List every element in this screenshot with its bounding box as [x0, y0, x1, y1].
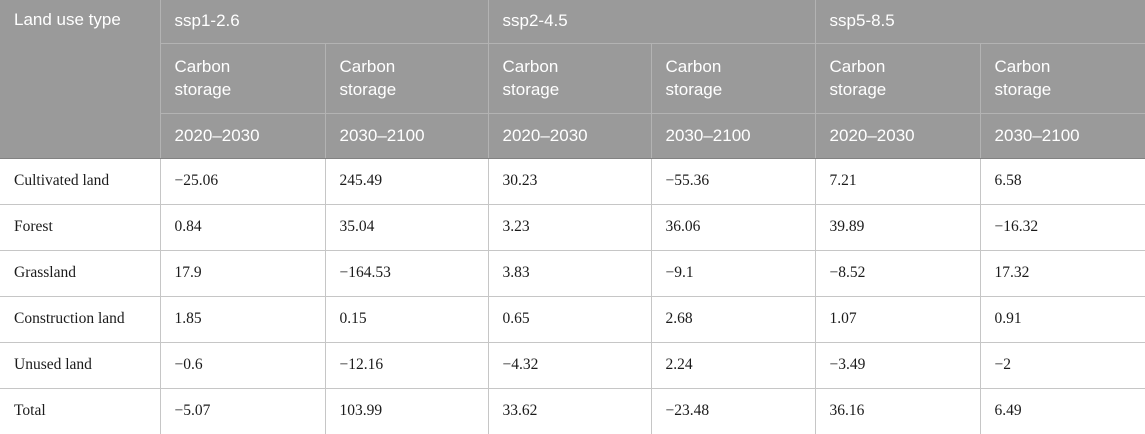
measure-header: Carbon storage [159, 42, 325, 113]
measure-header: Carbon storage [324, 42, 489, 113]
row-label: Forest [0, 203, 160, 250]
data-cell: 39.89 [814, 203, 981, 250]
data-cell: −25.06 [159, 157, 325, 204]
data-cell: −55.36 [650, 157, 816, 204]
table-header: Land use type ssp1-2.6 ssp2-4.5 ssp5-8.5… [0, 0, 1145, 159]
table-body: Cultivated land −25.06 245.49 30.23 −55.… [0, 157, 1145, 434]
data-cell: −12.16 [324, 341, 489, 388]
data-cell: 2.24 [650, 341, 816, 388]
data-cell: −3.49 [814, 341, 981, 388]
scenario-header-ssp1-2-6: ssp1-2.6 [159, 0, 489, 43]
measure-header-label: Carbon storage [994, 57, 1052, 99]
data-cell: 1.07 [814, 295, 981, 342]
table-row-grassland: Grassland 17.9 −164.53 3.83 −9.1 −8.52 1… [0, 249, 1145, 296]
measure-header-label: Carbon storage [829, 57, 887, 99]
table-row-total: Total −5.07 103.99 33.62 −23.48 36.16 6.… [0, 387, 1145, 434]
data-cell: 0.15 [324, 295, 489, 342]
measure-header-row: Carbon storage Carbon storage Carbon sto… [0, 42, 1145, 113]
table-row-cultivated-land: Cultivated land −25.06 245.49 30.23 −55.… [0, 157, 1145, 204]
data-cell: 33.62 [487, 387, 652, 434]
data-cell: 36.16 [814, 387, 981, 434]
data-cell: 7.21 [814, 157, 981, 204]
period-header-2030-2100: 2030–2100 [979, 112, 1145, 159]
row-label: Total [0, 387, 160, 434]
period-header-row: 2020–2030 2030–2100 2020–2030 2030–2100 … [0, 112, 1145, 159]
data-cell: −8.52 [814, 249, 981, 296]
scenario-header-row: Land use type ssp1-2.6 ssp2-4.5 ssp5-8.5 [0, 0, 1145, 159]
row-label: Grassland [0, 249, 160, 296]
scenario-header-ssp2-4-5: ssp2-4.5 [487, 0, 816, 43]
row-label: Unused land [0, 341, 160, 388]
period-header-2030-2100: 2030–2100 [324, 112, 489, 159]
data-cell: −2 [979, 341, 1145, 388]
corner-header-land-use-type: Land use type [0, 0, 160, 159]
measure-header: Carbon storage [487, 42, 652, 113]
table-row-construction-land: Construction land 1.85 0.15 0.65 2.68 1.… [0, 295, 1145, 342]
data-cell: 2.68 [650, 295, 816, 342]
data-cell: 35.04 [324, 203, 489, 250]
measure-header: Carbon storage [814, 42, 981, 113]
period-header-2020-2030: 2020–2030 [487, 112, 652, 159]
data-cell: 6.58 [979, 157, 1145, 204]
period-header-2030-2100: 2030–2100 [650, 112, 816, 159]
measure-header-label: Carbon storage [502, 57, 560, 99]
data-cell: −16.32 [979, 203, 1145, 250]
measure-header-label: Carbon storage [665, 57, 723, 99]
row-label: Construction land [0, 295, 160, 342]
data-cell: 103.99 [324, 387, 489, 434]
measure-header-label: Carbon storage [174, 57, 232, 99]
data-cell: −5.07 [159, 387, 325, 434]
data-cell: 17.9 [159, 249, 325, 296]
data-cell: 0.91 [979, 295, 1145, 342]
data-cell: −164.53 [324, 249, 489, 296]
period-header-2020-2030: 2020–2030 [159, 112, 325, 159]
data-cell: 30.23 [487, 157, 652, 204]
data-cell: 3.83 [487, 249, 652, 296]
table-row-forest: Forest 0.84 35.04 3.23 36.06 39.89 −16.3… [0, 203, 1145, 250]
data-cell: −9.1 [650, 249, 816, 296]
measure-header: Carbon storage [979, 42, 1145, 113]
data-cell: 0.84 [159, 203, 325, 250]
period-header-2020-2030: 2020–2030 [814, 112, 981, 159]
data-cell: 17.32 [979, 249, 1145, 296]
measure-header-label: Carbon storage [339, 57, 397, 99]
row-label: Cultivated land [0, 157, 160, 204]
data-cell: 6.49 [979, 387, 1145, 434]
measure-header: Carbon storage [650, 42, 816, 113]
data-cell: 36.06 [650, 203, 816, 250]
table-row-unused-land: Unused land −0.6 −12.16 −4.32 2.24 −3.49… [0, 341, 1145, 388]
data-cell: 245.49 [324, 157, 489, 204]
data-cell: 1.85 [159, 295, 325, 342]
scenario-header-ssp5-8-5: ssp5-8.5 [814, 0, 1145, 43]
data-cell: −23.48 [650, 387, 816, 434]
data-cell: −0.6 [159, 341, 325, 388]
data-cell: 0.65 [487, 295, 652, 342]
data-cell: −4.32 [487, 341, 652, 388]
data-cell: 3.23 [487, 203, 652, 250]
